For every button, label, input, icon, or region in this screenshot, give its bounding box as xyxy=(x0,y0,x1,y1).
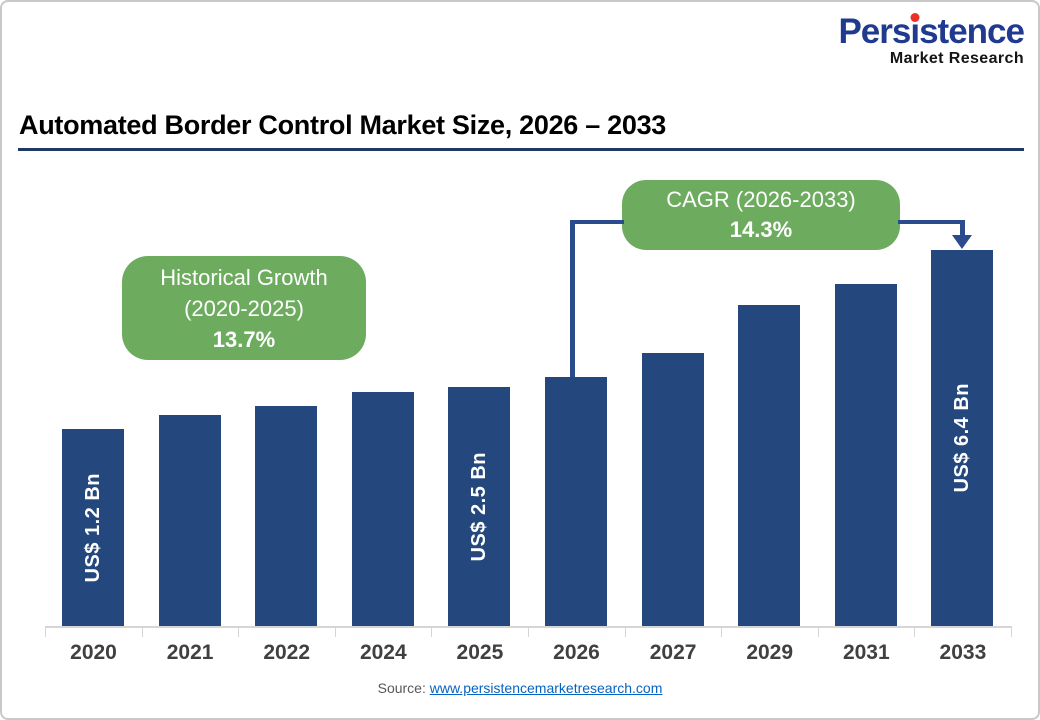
x-axis-tick xyxy=(914,626,916,637)
bar-2026 xyxy=(545,377,607,626)
x-axis-label-2025: 2025 xyxy=(456,641,504,664)
bar-slot-2022 xyxy=(238,406,334,626)
plot-area: US$ 1.2 Bn US$ 2.5 Bn US$ 6.4 Bn xyxy=(45,162,1011,626)
title-underline xyxy=(18,148,1024,151)
source-line: Source: www.persistencemarketresearch.co… xyxy=(2,680,1038,696)
x-axis-label-2029: 2029 xyxy=(746,641,794,664)
historical-growth-line2: (2020-2025) xyxy=(184,295,304,321)
bar-2027 xyxy=(641,353,704,626)
cagr-connector-right-vertical xyxy=(960,220,965,237)
logo: Persistence Market Research xyxy=(838,12,1025,68)
x-axis-tick xyxy=(431,626,433,637)
logo-text-pre: Pers xyxy=(838,12,911,51)
x-axis-label-2020: 2020 xyxy=(70,641,117,664)
source-link[interactable]: www.persistencemarketresearch.com xyxy=(429,680,663,696)
x-axis-tick xyxy=(817,626,819,637)
cagr-value: 14.3% xyxy=(729,217,793,242)
cagr-annotation: CAGR (2026-2033) 14.3% xyxy=(622,180,900,250)
historical-growth-annotation: Historical Growth (2020-2025) 13.7% xyxy=(122,256,366,360)
cagr-connector-left-vertical xyxy=(570,220,575,378)
logo-red-dot-icon: i xyxy=(910,12,920,51)
bar-slot-2025: US$ 2.5 Bn xyxy=(431,387,527,626)
x-axis-label-2033: 2033 xyxy=(939,641,987,664)
bar-slot-2026 xyxy=(528,377,624,626)
historical-growth-value: 13.7% xyxy=(212,326,276,352)
bar-slot-2031 xyxy=(818,284,914,626)
bar-value-label-2025: US$ 2.5 Bn xyxy=(467,451,490,562)
cagr-connector-right-horizontal xyxy=(898,220,964,224)
bar-2020: US$ 1.2 Bn xyxy=(62,429,124,626)
cagr-arrow-down-icon xyxy=(952,235,972,249)
x-axis-label-2031: 2031 xyxy=(842,641,890,664)
bar-2022 xyxy=(255,406,318,626)
x-axis-tick xyxy=(624,626,626,637)
x-axis-label-2024: 2024 xyxy=(359,641,407,664)
bar-2024 xyxy=(351,392,414,626)
x-axis-label-2021: 2021 xyxy=(166,641,214,664)
bar-value-label-2020: US$ 1.2 Bn xyxy=(81,472,104,583)
bar-slot-2021 xyxy=(142,415,238,626)
bar-2033: US$ 6.4 Bn xyxy=(931,250,994,626)
logo-wordmark: Persistence xyxy=(838,12,1025,51)
historical-growth-line1: Historical Growth xyxy=(160,264,328,290)
x-axis-label-2027: 2027 xyxy=(649,641,697,664)
bar-slot-2027 xyxy=(625,353,721,626)
bar-2021 xyxy=(158,415,221,626)
cagr-connector-left-horizontal xyxy=(570,220,624,224)
logo-tagline: Market Research xyxy=(889,50,1024,67)
bar-slot-2029 xyxy=(721,305,817,626)
source-label: Source: xyxy=(377,680,426,696)
logo-text-post: stence xyxy=(919,12,1025,51)
bar-2031 xyxy=(834,284,897,626)
x-axis-tick xyxy=(45,626,46,637)
cagr-line1: CAGR (2026-2033) xyxy=(666,187,856,212)
page-title: Automated Border Control Market Size, 20… xyxy=(19,110,667,140)
x-axis-tick xyxy=(334,626,336,637)
x-axis-label-2026: 2026 xyxy=(553,641,600,664)
bar-2029 xyxy=(738,305,801,626)
x-axis-tick xyxy=(721,626,723,637)
x-axis-tick xyxy=(141,626,143,637)
bar-slot-2033: US$ 6.4 Bn xyxy=(914,250,1010,626)
bar-slot-2024 xyxy=(335,392,431,626)
x-axis-tick xyxy=(238,626,240,637)
x-axis-tick xyxy=(1011,626,1012,637)
x-axis-tick xyxy=(528,626,529,637)
bar-2025: US$ 2.5 Bn xyxy=(448,387,511,626)
bar-value-label-2033: US$ 6.4 Bn xyxy=(950,383,973,493)
x-axis-label-2022: 2022 xyxy=(263,641,311,664)
bar-slot-2020: US$ 1.2 Bn xyxy=(45,429,141,626)
